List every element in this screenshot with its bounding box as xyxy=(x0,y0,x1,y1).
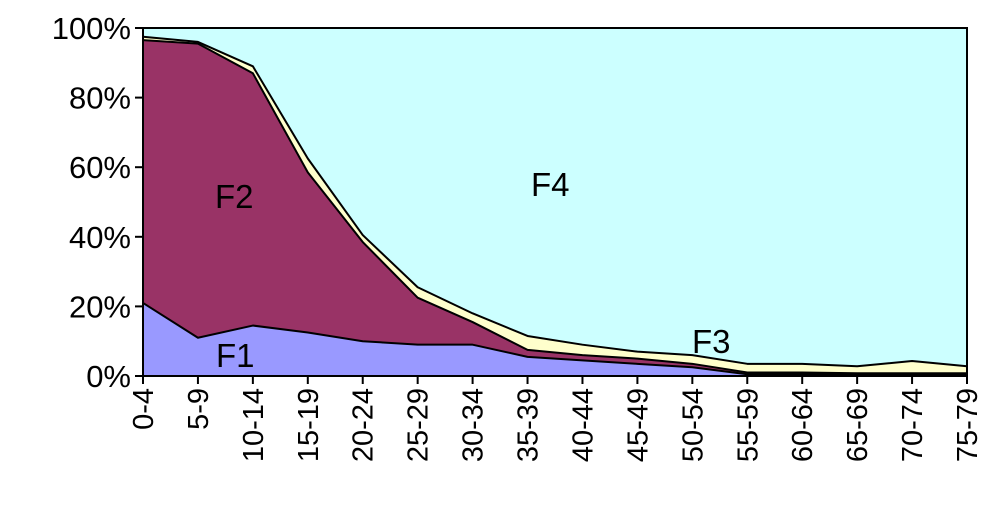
series-label-f3: F3 xyxy=(692,323,731,360)
x-tick-label: 15-19 xyxy=(293,388,325,462)
series-label-f2: F2 xyxy=(215,178,254,215)
x-tick-label: 55-59 xyxy=(732,388,764,462)
x-tick-label: 75-79 xyxy=(952,388,983,462)
y-tick-label: 60% xyxy=(69,150,131,185)
x-tick-label: 35-39 xyxy=(513,388,545,462)
x-tick-label: 5-9 xyxy=(183,388,215,430)
y-tick-label: 100% xyxy=(52,11,131,46)
y-tick-label: 80% xyxy=(69,81,131,116)
x-tick-label: 70-74 xyxy=(897,388,929,462)
y-tick-label: 0% xyxy=(86,359,131,394)
x-tick-label: 0-4 xyxy=(128,388,160,430)
x-tick-label: 25-29 xyxy=(403,388,435,462)
area-f1 xyxy=(143,302,967,376)
x-tick-label: 60-64 xyxy=(787,388,819,462)
x-tick-label: 50-54 xyxy=(677,388,709,462)
y-tick-label: 40% xyxy=(69,220,131,255)
x-tick-label: 40-44 xyxy=(567,388,599,462)
area-f2 xyxy=(143,40,967,375)
x-tick-label: 10-14 xyxy=(238,388,270,462)
x-tick-label: 45-49 xyxy=(622,388,654,462)
plot-border xyxy=(142,27,968,377)
x-tick-label: 65-69 xyxy=(842,388,874,462)
y-tick-label: 20% xyxy=(69,289,131,324)
x-tick-label: 20-24 xyxy=(348,388,380,462)
area-f4 xyxy=(143,28,967,367)
boundary-f1 xyxy=(142,302,967,376)
series-label-f4: F4 xyxy=(531,166,570,203)
boundary-f2 xyxy=(142,39,967,375)
series-label-f1: F1 xyxy=(216,337,255,374)
boundary-f3 xyxy=(142,35,968,368)
x-tick-label: 30-34 xyxy=(458,388,490,462)
